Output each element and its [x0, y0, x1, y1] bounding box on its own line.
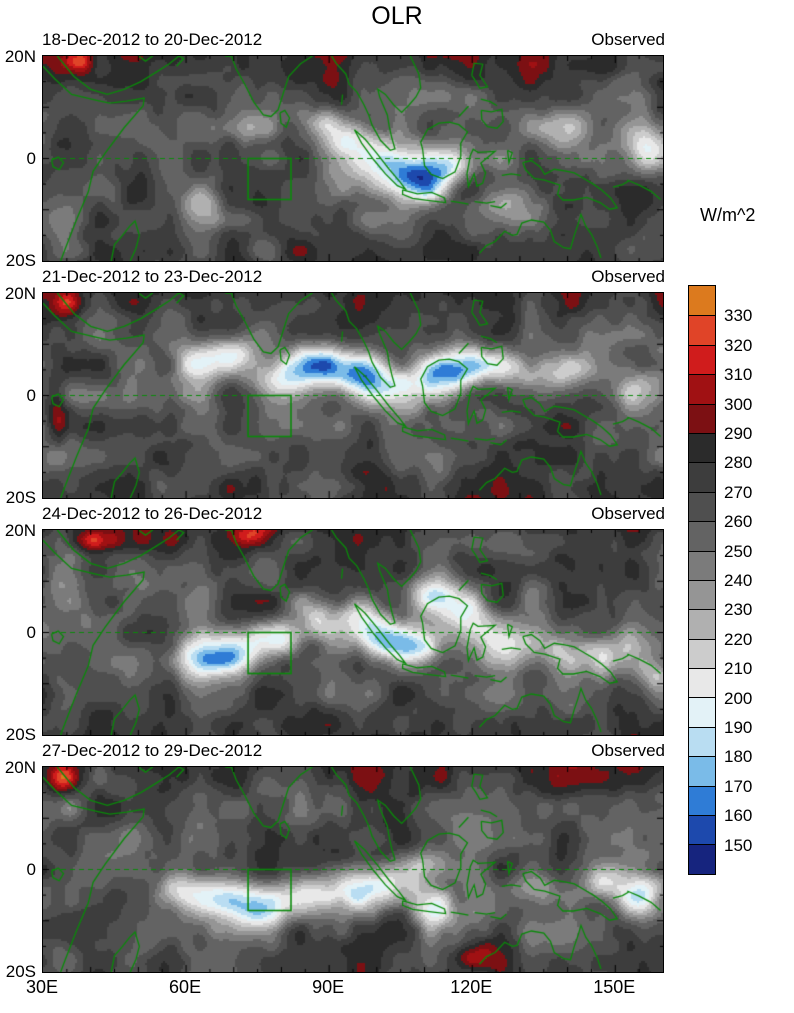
colorbar-label: 220 [724, 629, 753, 649]
colorbar-label: 210 [724, 659, 753, 679]
colorbar-label: 290 [724, 424, 753, 443]
y-tick-20n: 20N [4, 47, 36, 66]
panel-3-header: 24-Dec-2012 to 26-Dec-2012 Observed [42, 504, 665, 524]
y-tick-0: 0 [26, 386, 36, 405]
colorbar-label: 180 [724, 747, 753, 767]
panel-1-header: 18-Dec-2012 to 20-Dec-2012 Observed [42, 30, 665, 50]
y-tick-20s: 20S [5, 488, 36, 507]
x-tick-150e: 150E [593, 977, 636, 997]
y-tick-20s: 20S [5, 962, 36, 981]
panel-2-date-range: 21-Dec-2012 to 23-Dec-2012 [42, 267, 263, 286]
y-tick-0: 0 [26, 623, 36, 642]
x-axis: 30E 60E 90E 120E 150E [0, 977, 794, 1001]
colorbar-label: 240 [724, 571, 753, 590]
panel-1-date-range: 18-Dec-2012 to 20-Dec-2012 [42, 30, 263, 49]
panel-2: 21-Dec-2012 to 23-Dec-2012 Observed 20N … [0, 267, 794, 507]
colorbar-units-label: W/m^2 [700, 205, 756, 225]
panel-3-source-label: Observed [591, 504, 665, 523]
y-tick-20n: 20N [4, 758, 36, 777]
page-title: OLR [371, 2, 423, 30]
olr-map-panel-1 [42, 55, 664, 262]
y-tick-20n: 20N [4, 284, 36, 303]
panel-4-source-label: Observed [591, 741, 665, 760]
y-tick-20s: 20S [5, 725, 36, 744]
x-tick-60e: 60E [169, 977, 202, 997]
x-tick-30e: 30E [25, 977, 59, 997]
colorbar-label: 170 [724, 776, 753, 796]
colorbar-label: 230 [724, 600, 753, 620]
panel-4: 27-Dec-2012 to 29-Dec-2012 Observed 20N … [0, 741, 794, 981]
panel-1-source-label: Observed [591, 30, 665, 49]
olr-map-panel-4 [42, 766, 664, 973]
y-tick-20n: 20N [4, 521, 36, 540]
panel-2-source-label: Observed [591, 267, 665, 286]
colorbar-cells [688, 285, 716, 875]
panel-4-date-range: 27-Dec-2012 to 29-Dec-2012 [42, 741, 263, 760]
colorbar-label: 160 [724, 806, 753, 826]
panel-2-header: 21-Dec-2012 to 23-Dec-2012 Observed [42, 267, 665, 287]
olr-map-panel-3 [42, 529, 664, 736]
colorbar-label: 300 [724, 394, 753, 414]
colorbar-label: 200 [724, 688, 753, 708]
colorbar-label: 260 [724, 512, 753, 532]
colorbar-label: 280 [724, 453, 753, 473]
panel-3: 24-Dec-2012 to 26-Dec-2012 Observed 20N … [0, 504, 794, 744]
y-tick-0: 0 [26, 860, 36, 879]
y-tick-20s: 20S [5, 251, 36, 270]
colorbar-label: 330 [724, 306, 753, 326]
colorbar-label: 310 [724, 365, 753, 385]
panel-1: 18-Dec-2012 to 20-Dec-2012 Observed 20N … [0, 30, 794, 270]
panel-3-date-range: 24-Dec-2012 to 26-Dec-2012 [42, 504, 263, 523]
x-tick-90e: 90E [312, 977, 345, 997]
y-tick-0: 0 [26, 149, 36, 168]
colorbar-label: 270 [724, 482, 753, 502]
x-tick-120e: 120E [450, 977, 493, 997]
olr-map-panel-2 [42, 292, 664, 499]
panel-4-header: 27-Dec-2012 to 29-Dec-2012 Observed [42, 741, 665, 761]
colorbar-label: 250 [724, 541, 753, 561]
colorbar-label: 190 [724, 718, 753, 737]
colorbar-label: 320 [724, 335, 753, 355]
colorbar-label: 150 [724, 835, 753, 855]
